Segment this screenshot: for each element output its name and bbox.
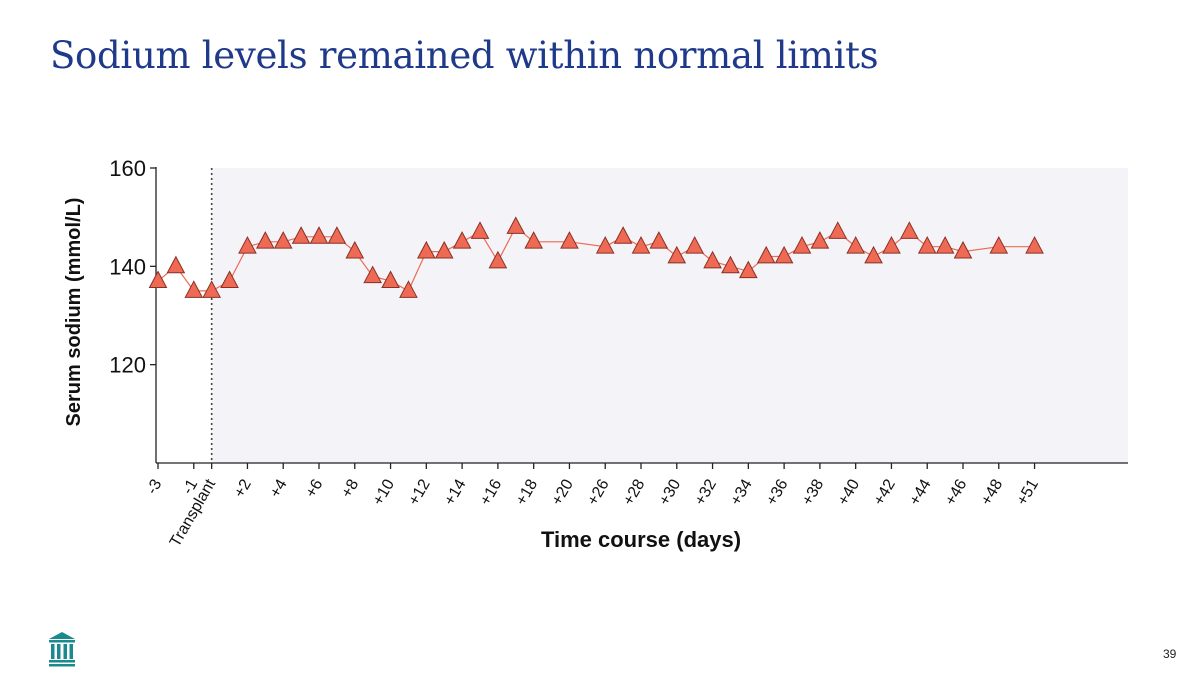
x-tick-label: -3	[144, 476, 166, 497]
data-point-marker	[953, 240, 973, 259]
data-point-marker	[148, 270, 168, 288]
x-tick-label: +34	[728, 476, 756, 508]
y-tick-label: 140	[109, 254, 146, 279]
data-point-marker	[291, 226, 311, 244]
x-tick-label: +6	[303, 476, 327, 500]
x-tick-label: +36	[763, 476, 791, 508]
y-axis-ticks: 120 140 160	[109, 156, 156, 378]
series-line	[157, 226, 1035, 292]
data-point-marker	[721, 255, 740, 274]
x-tick-label: +46	[942, 476, 970, 508]
y-axis-label: Serum sodium (mmol/L)	[63, 198, 85, 427]
data-point-marker	[1025, 236, 1044, 254]
data-point-marker	[417, 240, 436, 259]
data-point-marker	[273, 231, 293, 249]
data-point-marker	[184, 280, 204, 298]
data-point-marker	[595, 236, 615, 254]
x-tick-label: +28	[620, 476, 648, 508]
data-point-marker	[363, 265, 382, 284]
x-tick-label: +2	[231, 476, 255, 500]
data-point-marker	[703, 250, 722, 269]
x-tick-label: +16	[477, 476, 505, 508]
y-tick-label: 160	[109, 156, 146, 181]
x-tick-label: +44	[906, 476, 934, 508]
data-point-marker	[882, 236, 901, 254]
data-point-marker	[256, 231, 275, 249]
x-tick-label: +20	[549, 476, 577, 508]
x-tick-label: +12	[406, 476, 434, 508]
data-point-marker	[917, 236, 937, 254]
data-point-marker	[202, 280, 221, 298]
x-tick-label: +30	[656, 476, 684, 508]
data-point-marker	[488, 250, 508, 269]
x-tick-label: +8	[338, 476, 362, 500]
data-point-marker	[470, 221, 490, 239]
x-tick-label: +10	[370, 476, 398, 508]
data-point-marker	[524, 231, 543, 249]
data-point-marker	[667, 245, 687, 264]
x-tick-label: +18	[513, 476, 541, 508]
x-tick-label: +26	[584, 476, 612, 508]
data-point-marker	[381, 270, 400, 288]
x-tick-label: +4	[267, 476, 291, 500]
data-point-marker	[935, 236, 955, 254]
data-point-marker	[828, 221, 848, 239]
page-number: 39	[1163, 647, 1177, 661]
data-point-marker	[864, 245, 883, 264]
data-point-marker	[452, 231, 472, 249]
data-point-marker	[900, 221, 919, 239]
data-point-marker	[756, 245, 776, 264]
data-point-marker	[810, 231, 830, 249]
data-point-marker	[739, 260, 758, 279]
data-point-marker	[649, 231, 669, 249]
data-point-marker	[846, 236, 865, 254]
data-point-marker	[238, 236, 257, 254]
data-point-marker	[774, 245, 794, 264]
data-point-marker	[309, 226, 329, 244]
data-point-marker	[560, 231, 579, 249]
x-tick-label: +38	[799, 476, 827, 508]
data-point-marker	[989, 236, 1009, 254]
data-point-marker	[613, 226, 633, 244]
data-point-marker	[631, 236, 651, 254]
y-tick-label: 120	[109, 353, 146, 378]
x-tick-label: +51	[1014, 476, 1042, 508]
x-tick-label: +32	[692, 476, 720, 508]
data-point-markers	[148, 216, 1044, 298]
x-tick-label: +14	[441, 476, 469, 508]
data-point-marker	[506, 216, 526, 234]
data-point-marker	[327, 226, 347, 244]
data-point-marker	[792, 236, 812, 254]
x-tick-label: +40	[835, 476, 863, 508]
data-point-marker	[685, 236, 704, 254]
data-point-marker	[166, 255, 186, 274]
data-point-marker	[345, 240, 365, 259]
slide-title: Sodium levels remained within normal lim…	[50, 34, 879, 77]
x-tick-label: +42	[871, 476, 899, 508]
data-point-marker	[399, 280, 418, 298]
post-transplant-shaded-region	[211, 168, 1128, 463]
institution-columns-icon	[49, 632, 75, 667]
data-point-marker	[220, 270, 239, 288]
x-tick-label: +48	[978, 476, 1006, 508]
x-axis-label: Time course (days)	[541, 527, 741, 552]
data-point-marker	[434, 240, 454, 259]
